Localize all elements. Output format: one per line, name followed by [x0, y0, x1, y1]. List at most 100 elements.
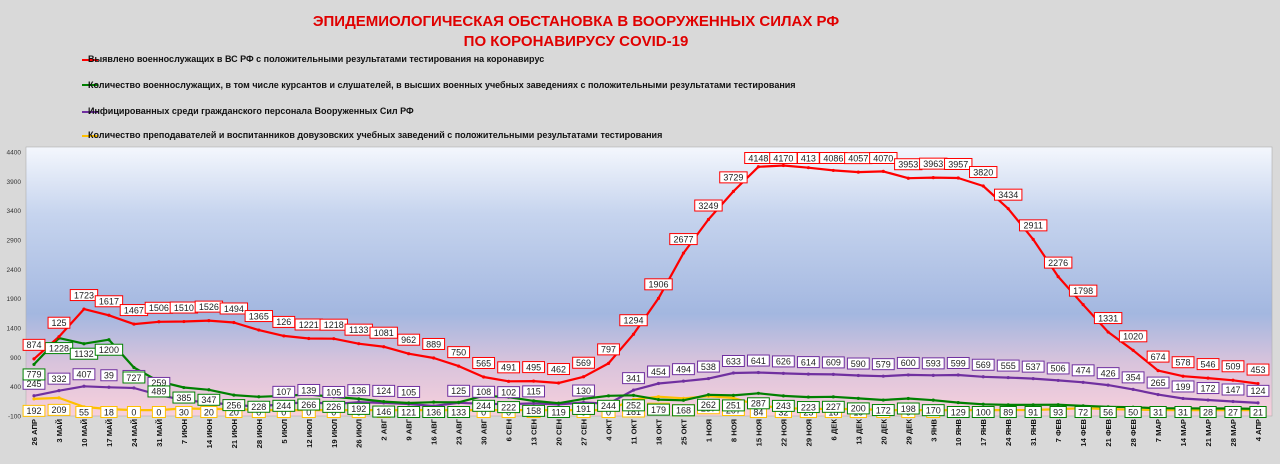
- data-point-1: [207, 388, 211, 392]
- data-point-0: [731, 189, 736, 193]
- x-tick-label: 14 МАР: [1179, 419, 1188, 446]
- data-label-text: 199: [1176, 382, 1191, 392]
- data-label-1: 1132: [69, 347, 99, 360]
- y-tick-label: 2400: [7, 267, 22, 274]
- data-label-0: 1365: [244, 310, 274, 323]
- data-point-2: [107, 385, 111, 389]
- data-label-2: 569: [971, 358, 995, 371]
- data-label-2: 265: [1146, 376, 1170, 389]
- x-tick-label: 1 НОЯ: [704, 419, 713, 442]
- data-label-2: 105: [397, 385, 421, 398]
- data-point-0: [581, 375, 586, 379]
- data-point-0: [357, 342, 361, 346]
- data-label-text: 72: [1078, 407, 1088, 417]
- data-point-1: [107, 338, 111, 342]
- data-label-0: 1723: [69, 289, 99, 302]
- data-point-1: [82, 342, 86, 346]
- data-point-2: [731, 371, 736, 375]
- x-tick-label: 3 МАЙ: [55, 419, 64, 443]
- legend-marker-red: [82, 59, 98, 61]
- data-label-2: 454: [647, 365, 670, 378]
- data-point-1: [681, 398, 686, 402]
- data-point-0: [931, 176, 935, 180]
- data-label-text: 136: [426, 407, 441, 417]
- data-label-text: 84: [753, 407, 763, 417]
- data-label-1: 21: [1249, 406, 1267, 418]
- data-label-text: 565: [476, 358, 491, 368]
- data-label-text: 32: [778, 407, 788, 417]
- data-point-2: [1106, 383, 1110, 387]
- data-label-text: 251: [726, 401, 741, 411]
- data-label-3: 0: [151, 406, 166, 418]
- data-point-1: [706, 393, 711, 397]
- data-point-0: [956, 176, 960, 180]
- data-point-0: [32, 357, 36, 361]
- x-tick-label: 11 ОКТ: [630, 419, 639, 445]
- x-tick-label: 4 ОКТ: [605, 419, 614, 441]
- data-point-1: [581, 397, 586, 401]
- data-label-text: 18: [104, 407, 114, 417]
- data-point-2: [831, 372, 835, 377]
- data-point-0: [806, 166, 810, 170]
- data-label-text: 590: [851, 359, 866, 369]
- data-label-1: 28: [1199, 406, 1217, 418]
- data-label-1: 133: [447, 406, 471, 418]
- data-point-3: [57, 396, 61, 400]
- data-label-1: 146: [372, 405, 396, 418]
- data-label-text: 130: [576, 386, 591, 396]
- x-tick-label: 29 ДЕК: [904, 419, 913, 445]
- x-tick-label: 21 МАР: [1204, 419, 1213, 446]
- data-label-0: 495: [522, 361, 545, 374]
- data-label-text: 1510: [174, 303, 194, 313]
- data-label-0: 889: [422, 337, 446, 350]
- data-label-text: 252: [626, 401, 641, 411]
- data-label-2: 609: [821, 356, 845, 369]
- data-label-text: 779: [26, 370, 41, 380]
- x-tick-label: 9 АВГ: [405, 418, 414, 440]
- data-label-text: 1798: [1073, 286, 1093, 296]
- data-point-1: [981, 402, 985, 406]
- data-point-0: [382, 345, 386, 349]
- data-label-text: 1218: [324, 320, 344, 330]
- data-point-2: [57, 389, 61, 393]
- data-label-0: 2276: [1043, 256, 1073, 269]
- data-label-0: 1133: [344, 323, 373, 336]
- y-tick-label: 1400: [7, 326, 22, 333]
- data-label-text: 256: [226, 400, 241, 410]
- data-point-1: [232, 393, 236, 397]
- data-label-1: 31: [1149, 406, 1167, 418]
- data-label-text: 453: [1250, 365, 1265, 375]
- data-label-0: 3820: [969, 166, 998, 179]
- data-label-text: 454: [651, 367, 666, 377]
- data-label-text: 191: [576, 404, 591, 414]
- y-axis: -100 400 900 1400 1900 2400 2900 3400 3900 4400: [7, 150, 22, 421]
- data-label-0: 3434: [994, 188, 1023, 201]
- data-label-2: 407: [72, 368, 96, 381]
- x-tick-label: 19 ИЮЛ: [330, 419, 339, 448]
- data-label-text: 107: [276, 387, 291, 397]
- data-label-2: 139: [297, 383, 321, 396]
- data-label-0: 1494: [219, 302, 249, 315]
- data-point-1: [132, 365, 136, 370]
- data-point-0: [1131, 348, 1135, 352]
- data-label-text: 578: [1176, 358, 1191, 368]
- data-point-0: [1006, 207, 1010, 211]
- data-label-1: 252: [622, 399, 645, 412]
- data-point-0: [282, 334, 286, 338]
- x-tick-label: 27 СЕН: [580, 419, 589, 446]
- data-label-text: 3820: [973, 167, 993, 177]
- data-label-0: 462: [547, 363, 570, 376]
- data-label-1: 136: [422, 406, 446, 418]
- data-label-text: 56: [1103, 407, 1113, 417]
- data-label-text: 265: [1151, 378, 1166, 388]
- data-point-1: [781, 394, 785, 398]
- data-label-1: 50: [1124, 406, 1142, 418]
- data-point-0: [881, 169, 885, 173]
- data-point-0: [232, 320, 236, 325]
- data-label-text: 1723: [74, 290, 94, 300]
- data-label-0: 750: [447, 346, 471, 359]
- data-label-1: 227: [821, 400, 845, 413]
- data-point-1: [806, 395, 810, 399]
- x-tick-label: 10 МАЙ: [80, 419, 89, 447]
- y-tick-label: -100: [8, 414, 21, 421]
